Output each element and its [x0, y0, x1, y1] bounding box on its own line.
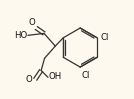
- Text: HO: HO: [14, 31, 27, 40]
- Text: Cl: Cl: [81, 71, 90, 80]
- Text: Cl: Cl: [100, 33, 108, 42]
- Text: O: O: [26, 75, 33, 84]
- Text: OH: OH: [49, 72, 62, 81]
- Text: O: O: [29, 18, 35, 27]
